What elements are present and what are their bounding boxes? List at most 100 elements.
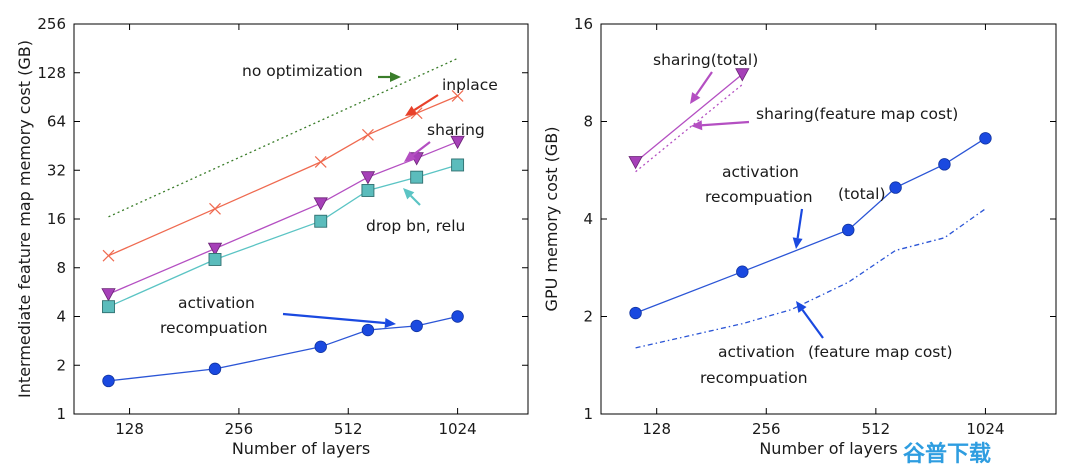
data-point (451, 310, 464, 323)
x-tick-label: 128 (642, 420, 671, 438)
arrow-inplace-head (405, 105, 417, 116)
annotation-inplace: inplace (442, 76, 498, 94)
x-tick-label: 256 (752, 420, 781, 438)
series-line (108, 315, 458, 382)
annotation-recompuation: recompuation (705, 188, 813, 206)
data-point (102, 249, 115, 262)
annotation-sharing: sharing (427, 121, 485, 139)
arrow-sharing (404, 141, 431, 162)
arrow-no-optimization-head (390, 72, 401, 82)
data-point (314, 340, 327, 353)
right-chart: 128 256 512 1024 1 2 4 8 16 Number of layers GPU m… (542, 15, 1057, 458)
data-point (842, 223, 855, 237)
annotation-total: (total) (838, 185, 886, 203)
series-sharing (101, 135, 465, 302)
y-tick-label: 1 (56, 405, 66, 423)
data-point (361, 323, 375, 337)
data-point (451, 158, 465, 172)
x-tick-label: 512 (862, 420, 891, 438)
arrow-activation (282, 312, 396, 329)
series-line (108, 141, 458, 295)
data-point (410, 170, 424, 184)
data-point (314, 156, 327, 168)
annotation-activation-2: activation (718, 343, 795, 361)
annotation-sharing-total: sharing(total) (653, 51, 758, 69)
y-axis-label: GPU memory cost (GB) (542, 127, 561, 312)
y-tick-label: 2 (56, 356, 66, 374)
arrow-sharing-total-head (690, 92, 701, 104)
data-point (360, 171, 376, 185)
data-point (410, 319, 423, 333)
arrow-inplace (405, 94, 439, 116)
series-line (108, 57, 458, 218)
y-tick-label: 128 (37, 64, 66, 82)
y-tick-label: 8 (583, 113, 593, 131)
data-point (451, 90, 464, 102)
arrow-activation-shaft (282, 312, 386, 325)
arrow-recompuation-fm (796, 301, 824, 339)
arrow-sharing-fm-head (691, 120, 703, 131)
series-no-optimization (108, 57, 458, 218)
arrow-recompuation-fm-head (796, 301, 807, 313)
y-tick-label: 1 (583, 405, 593, 423)
arrow-recompuation-total-head (792, 237, 803, 249)
data-point (101, 288, 116, 302)
arrow-sharing-shaft (412, 141, 431, 157)
data-point (629, 306, 642, 320)
series-sharing-feature-map-cost- (635, 84, 743, 173)
annotation-activation: activation (722, 163, 799, 181)
y-tick-label: 256 (37, 15, 66, 33)
y-tick-label: 16 (574, 15, 593, 33)
data-point (938, 158, 951, 171)
series-line (635, 84, 743, 173)
series-drop-bn-relu (102, 158, 465, 314)
y-tick-label: 4 (583, 210, 593, 228)
y-tick-label: 2 (583, 308, 593, 326)
data-point (208, 253, 222, 266)
y-tick-label: 32 (47, 161, 66, 179)
y-tick-label: 4 (56, 308, 66, 326)
series-line (635, 137, 986, 314)
arrow-sharing-total-shaft (695, 71, 713, 96)
annotation-activation: activation (178, 294, 255, 312)
annotation-recompuation: recompuation (160, 319, 268, 337)
arrow-no-optimization (378, 72, 401, 82)
arrow-drop-bn-relu-shaft (410, 195, 421, 206)
data-point (735, 68, 750, 82)
x-tick-label: 128 (115, 420, 144, 438)
arrow-sharing-fm (691, 120, 750, 131)
arrow-recompuation-fm-shaft (801, 309, 824, 339)
data-point (362, 128, 374, 141)
x-tick-label: 512 (334, 420, 363, 438)
data-point (313, 197, 328, 211)
series-sharing-total- (628, 68, 750, 170)
arrow-activation-head (384, 318, 396, 329)
x-tick-label: 1024 (966, 420, 1004, 438)
annotation-no-optimization: no optimization (242, 62, 363, 80)
y-tick-label: 16 (47, 210, 66, 228)
data-point (208, 362, 222, 376)
x-tick-label: 256 (225, 420, 254, 438)
y-tick-label: 64 (47, 113, 66, 131)
arrow-recompuation-total (792, 208, 804, 249)
x-axis-label: Number of layers (232, 439, 370, 458)
data-point (102, 300, 115, 314)
arrow-sharing-fm-shaft (701, 120, 750, 127)
x-axis-label: Number of layers (759, 439, 897, 458)
series-line (108, 95, 458, 257)
watermark: 谷普下载 (903, 441, 991, 467)
annotation-sharing-fm: sharing(feature map cost) (756, 105, 958, 123)
series-activation-recompuation-feature-map-cost- (635, 208, 986, 349)
data-point (207, 242, 223, 256)
annotation-fm-cost: (feature map cost) (808, 343, 953, 361)
series-line (635, 208, 986, 349)
y-tick-label: 8 (56, 259, 66, 277)
data-point (889, 181, 902, 194)
y-axis-label: Intermediate feature map memory cost (GB… (15, 40, 34, 398)
x-tick-label: 1024 (439, 420, 477, 438)
data-point (450, 135, 465, 150)
arrow-drop-bn-relu-head (403, 188, 415, 200)
data-point (736, 265, 749, 278)
